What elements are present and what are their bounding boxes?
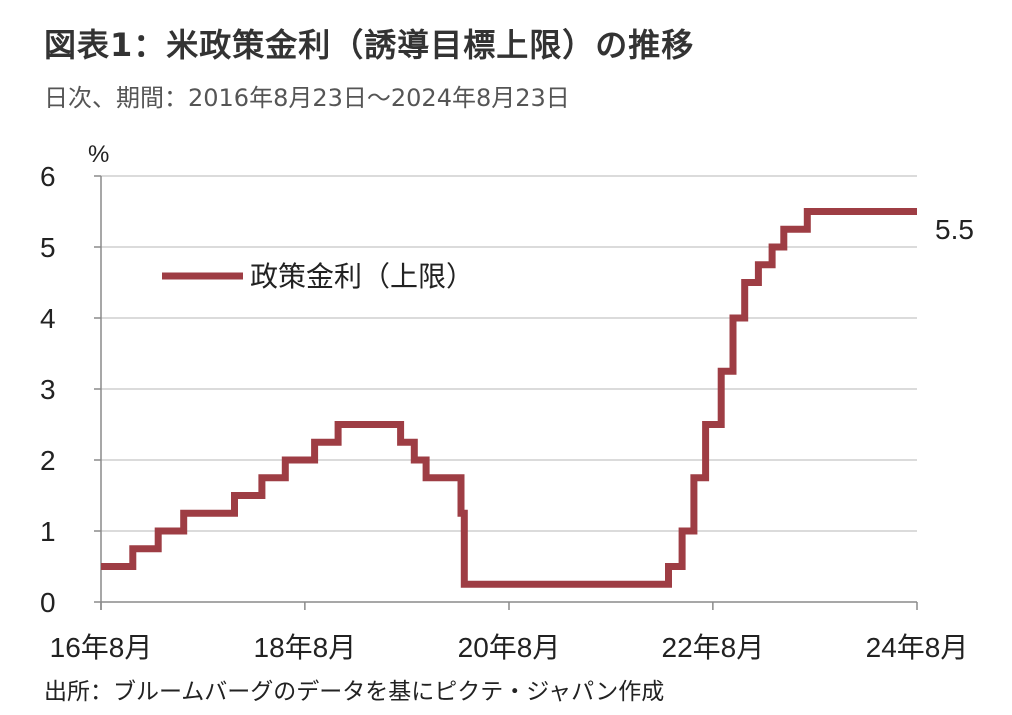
y-tick-label: 0 bbox=[40, 587, 56, 618]
x-tick-label: 22年8月 bbox=[662, 632, 765, 663]
y-tick-label: 6 bbox=[40, 161, 56, 192]
x-tick-label: 18年8月 bbox=[254, 632, 357, 663]
end-value-label: 5.5 bbox=[935, 214, 974, 245]
y-tick-label: 5 bbox=[40, 232, 56, 263]
y-tick-label: 4 bbox=[40, 303, 56, 334]
y-tick-label: 2 bbox=[40, 445, 56, 476]
y-axis-unit-label: % bbox=[88, 141, 109, 168]
series-line bbox=[101, 208, 917, 588]
chart-title: 図表1：米政策金利（誘導目標上限）の推移 bbox=[44, 26, 695, 64]
chart-series bbox=[101, 208, 917, 588]
legend-label: 政策金利（上限） bbox=[250, 261, 474, 292]
y-axis-ticks: 0 1 2 3 4 5 6 bbox=[40, 161, 101, 618]
x-tick-label: 20年8月 bbox=[458, 632, 561, 663]
x-tick-label: 16年8月 bbox=[50, 632, 153, 663]
chart-legend: 政策金利（上限） bbox=[162, 261, 474, 292]
chart-gridlines bbox=[101, 175, 917, 532]
x-axis-ticks: 16年8月 18年8月 20年8月 22年8月 24年8月 bbox=[50, 602, 969, 663]
x-tick-label: 24年8月 bbox=[866, 632, 969, 663]
y-tick-label: 3 bbox=[40, 374, 56, 405]
source-note: 出所：ブルームバーグのデータを基にピクテ・ジャパン作成 bbox=[44, 679, 665, 705]
y-tick-label: 1 bbox=[40, 516, 56, 547]
chart-subtitle: 日次、期間：2016年8月23日～2024年8月23日 bbox=[44, 84, 570, 112]
